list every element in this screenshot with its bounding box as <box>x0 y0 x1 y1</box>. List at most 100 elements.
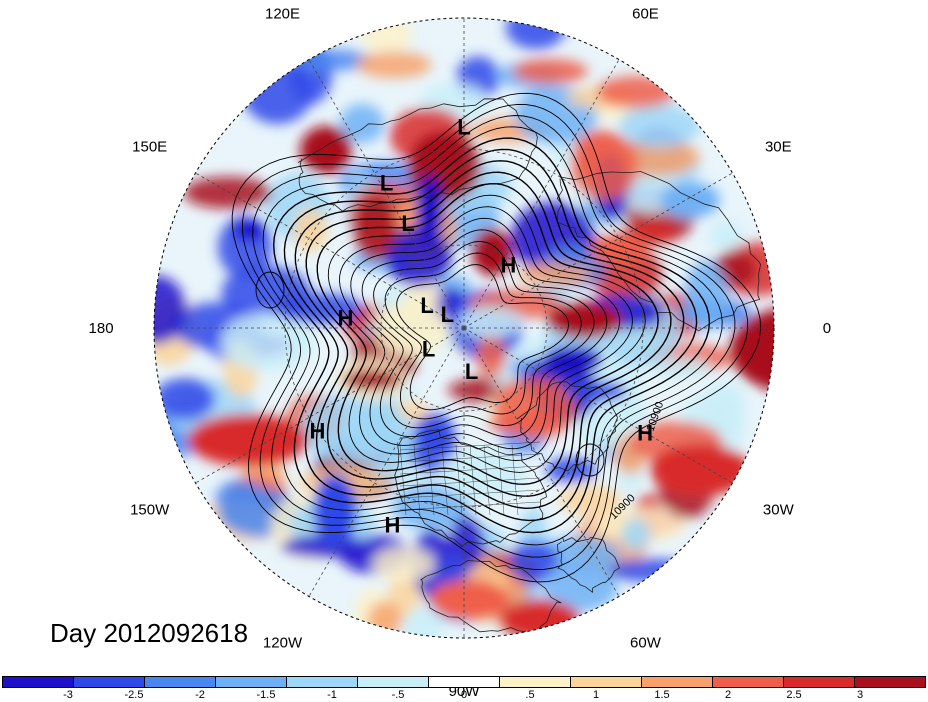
height-contour <box>255 271 285 309</box>
colorbar-swatch <box>3 677 74 687</box>
colorbar-labels: -3 -2.5 -2 -1.5 -1 -.5 0 .5 1 1.5 2 2.5 3 <box>2 689 926 702</box>
latitude-circle <box>380 244 548 412</box>
colorbar-tick-label: 3 <box>856 689 864 701</box>
height-contour <box>272 137 711 534</box>
anomaly-patch <box>384 226 452 287</box>
state-border <box>399 489 541 499</box>
anomaly-patch <box>242 60 313 125</box>
anomaly-patch <box>621 518 651 552</box>
anomaly-patch <box>438 448 527 501</box>
height-contour <box>384 252 582 420</box>
low-pressure-label: L <box>420 293 433 318</box>
anomaly-patch <box>448 516 486 570</box>
longitude-label: 60E <box>632 6 659 23</box>
meridian-line <box>308 327 465 597</box>
colorbar-swatch <box>145 677 216 687</box>
colorbar-tick-label: 2.5 <box>786 689 802 701</box>
low-pressure-label: L <box>422 336 435 361</box>
anomaly-patch <box>505 18 566 50</box>
anomaly-patch <box>234 220 266 240</box>
anomaly-patch <box>618 103 701 148</box>
anomaly-patch <box>564 380 627 402</box>
anomaly-patch <box>512 58 588 84</box>
low-pressure-label: L <box>441 302 454 327</box>
longitude-label: 30E <box>765 139 792 156</box>
anomaly-patch <box>438 556 469 588</box>
anomaly-patch <box>730 308 774 392</box>
anomaly-patch <box>373 547 435 582</box>
height-contour <box>252 115 736 558</box>
day-title: Day 2012092618 <box>50 618 249 648</box>
longitude-label: 150W <box>130 501 170 518</box>
colorbar-tick-label: -1 <box>327 689 337 701</box>
anomaly-patch <box>650 444 750 496</box>
colorbar-tick-label: 1.5 <box>654 689 670 701</box>
colorbar-swatch <box>74 677 145 687</box>
latitude-circle <box>284 148 644 508</box>
anomaly-patch <box>472 228 512 276</box>
meridian-line <box>463 59 620 329</box>
anomaly-patch <box>430 580 510 620</box>
state-border <box>469 444 477 516</box>
longitude-label: 180 <box>89 320 114 337</box>
colorbar-swatch <box>855 677 925 687</box>
meridian-line <box>308 59 465 329</box>
anomaly-patch <box>660 182 720 218</box>
anomaly-field <box>154 18 774 638</box>
meridian-line <box>195 327 465 484</box>
anomaly-patch <box>183 176 273 209</box>
colorbar <box>2 676 926 688</box>
anomaly-patch <box>487 413 562 434</box>
colorbar-swatch <box>500 677 571 687</box>
anomaly-patch <box>402 606 443 638</box>
height-contour <box>350 217 620 450</box>
anomaly-patch <box>608 558 693 583</box>
anomaly-patch <box>547 302 623 338</box>
high-pressure-label: H <box>385 512 401 537</box>
colorbar-swatch <box>358 677 429 687</box>
anomaly-patch <box>708 220 743 252</box>
anomaly-patch <box>367 601 403 638</box>
longitude-label: 120W <box>263 634 303 651</box>
colorbar-swatch <box>571 677 642 687</box>
colorbar-tick-label: 2 <box>724 689 732 701</box>
low-pressure-label: L <box>465 359 478 384</box>
longitude-label: 30W <box>763 501 795 518</box>
coastline <box>394 429 548 547</box>
anomaly-patch <box>416 176 444 244</box>
low-pressure-label: L <box>457 115 470 140</box>
height-contour <box>361 229 608 438</box>
high-pressure-label: H <box>309 419 325 444</box>
colorbar-swatch <box>216 677 287 687</box>
meridian-line <box>463 172 733 329</box>
anomaly-patch <box>701 382 747 431</box>
coastline <box>556 536 620 593</box>
longitude-label: 150E <box>132 139 167 156</box>
height-contour <box>396 264 569 411</box>
longitude-labels: 90E60E30E030W60W90W120W150W180150E120E <box>89 6 832 700</box>
height-contour <box>575 443 605 477</box>
lat-lon-grid <box>154 18 774 638</box>
coastline <box>516 381 618 472</box>
high-pressure-label: H <box>500 253 516 278</box>
anomaly-patch <box>339 103 385 144</box>
height-contour <box>327 194 646 473</box>
anomaly-patch <box>219 312 313 372</box>
colorbar-tick-label: 0 <box>460 689 468 701</box>
anomaly-patch <box>596 75 677 109</box>
anomaly-patch <box>188 414 308 466</box>
map-boundary <box>153 17 775 639</box>
height-contour <box>262 126 723 546</box>
meridian-line <box>195 172 465 329</box>
anomaly-patch <box>458 305 524 339</box>
anomaly-patch <box>356 51 432 79</box>
anomaly-patch <box>518 262 593 286</box>
anomaly-patch <box>280 534 370 558</box>
longitude-label: 60W <box>630 634 662 651</box>
colorbar-swatch <box>784 677 855 687</box>
state-border <box>441 444 449 516</box>
anomaly-patch <box>154 378 216 420</box>
low-pressure-label: L <box>380 170 393 195</box>
